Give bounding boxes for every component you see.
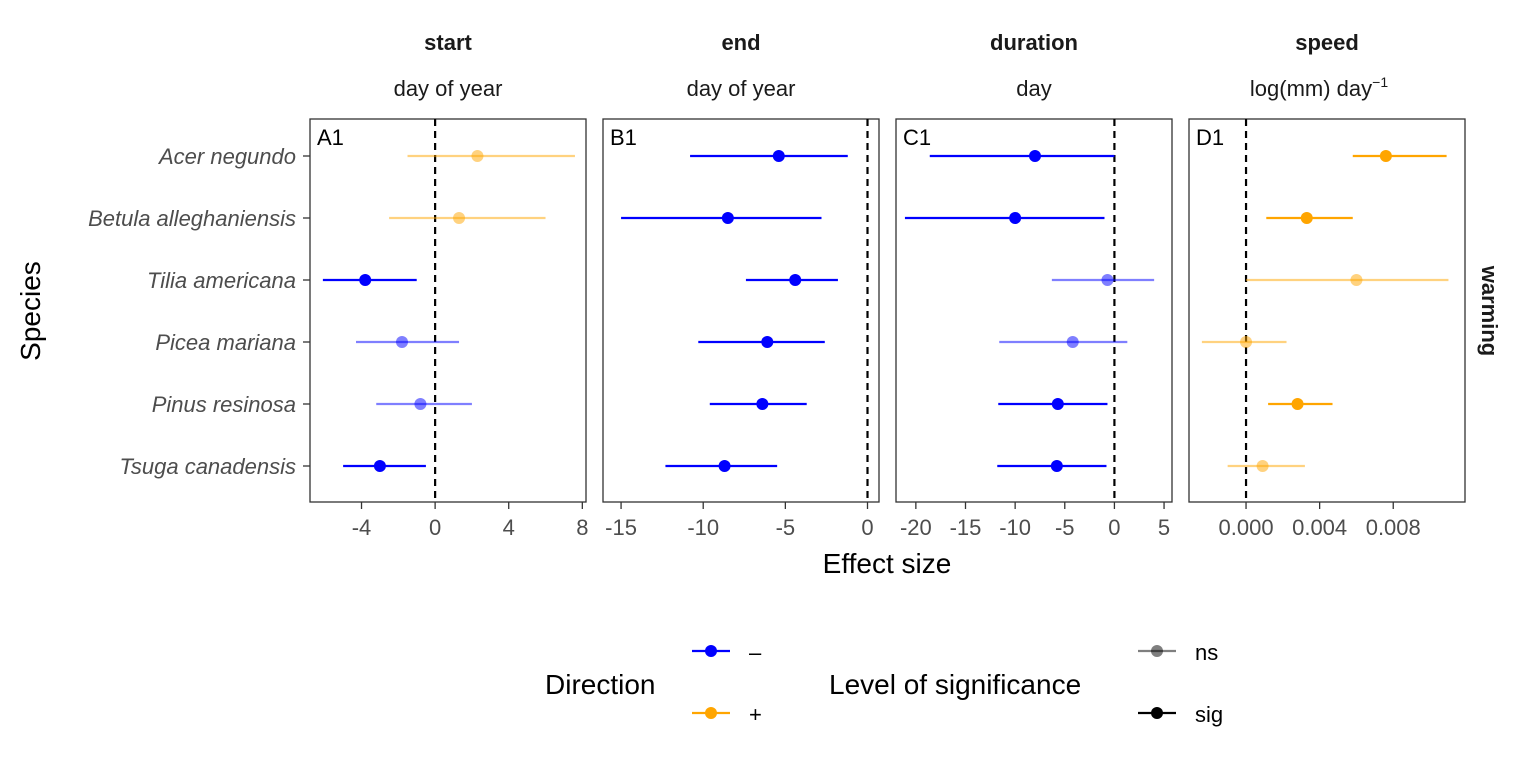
- panel-unit: day of year: [687, 76, 796, 101]
- x-tick-label: -15: [950, 515, 982, 540]
- panel-tag: D1: [1196, 125, 1224, 150]
- panel-border: [1188, 118, 1466, 503]
- point-picea-mariana: [761, 336, 774, 348]
- panel-title: duration: [990, 30, 1078, 55]
- y-tick-label: Acer negundo: [157, 144, 296, 169]
- x-tick-label: 4: [503, 515, 515, 540]
- panel-border: [309, 118, 587, 503]
- legend-significance-label: sig: [1195, 702, 1223, 727]
- legend-direction-label: –: [749, 640, 762, 665]
- point-picea-mariana: [396, 336, 408, 348]
- y-tick-label: Tilia americana: [147, 268, 296, 293]
- panel-start: start day of year A1 -4 0 4 8: [309, 30, 588, 540]
- panel-tag: C1: [903, 125, 931, 150]
- panel-tag: B1: [610, 125, 637, 150]
- y-tick-label: Pinus resinosa: [152, 392, 296, 417]
- x-tick-label: -20: [900, 515, 932, 540]
- legend-direction-key-point: [705, 645, 717, 657]
- panel-title: end: [721, 30, 760, 55]
- panel-unit: day: [1016, 76, 1051, 101]
- y-tick-label: Picea mariana: [155, 330, 296, 355]
- panel-unit-superscript: −1: [1372, 74, 1388, 90]
- legend-direction-label: +: [749, 702, 762, 727]
- legend-significance-key-point: [1151, 707, 1163, 719]
- point-pinus-resinosa: [1051, 398, 1064, 410]
- point-picea-mariana: [1066, 336, 1079, 348]
- x-tick-label: 0: [861, 515, 873, 540]
- panel-title: speed: [1295, 30, 1359, 55]
- panel-end: end day of year B1 -15 -10 -5 0: [602, 30, 880, 540]
- point-acer-negundo: [1379, 150, 1392, 162]
- point-betula-alleghaniensis: [1009, 212, 1022, 224]
- panel-duration: duration day C1 -20 -15 -10 -5 0 5: [895, 30, 1173, 540]
- point-betula-alleghaniensis: [453, 212, 466, 224]
- y-tick-label: Tsuga canadensis: [119, 454, 296, 479]
- point-pinus-resinosa: [756, 398, 769, 410]
- x-tick-label: -5: [776, 515, 796, 540]
- y-axis-title: Species: [15, 261, 46, 361]
- x-tick-label: -15: [605, 515, 637, 540]
- point-tsuga-canadensis: [1256, 460, 1269, 472]
- point-tsuga-canadensis: [718, 460, 731, 472]
- point-betula-alleghaniensis: [1300, 212, 1313, 224]
- x-tick-label: 0.000: [1219, 515, 1274, 540]
- legend: Direction – + Level of significance ns sig: [545, 640, 1223, 727]
- panel-unit: log(mm) day−1: [1250, 74, 1388, 101]
- panel-unit-main: log(mm) day: [1250, 76, 1372, 101]
- panel-border: [602, 118, 880, 503]
- legend-significance-key-point: [1151, 645, 1163, 657]
- point-betula-alleghaniensis: [721, 212, 734, 224]
- x-tick-label: 5: [1158, 515, 1170, 540]
- legend-significance-title: Level of significance: [829, 669, 1081, 700]
- panels-group: Acer negundo Betula alleghaniensis Tilia a…: [88, 30, 1466, 540]
- x-tick-label: 0: [1108, 515, 1120, 540]
- x-tick-label: 0.004: [1292, 515, 1347, 540]
- point-acer-negundo: [471, 150, 484, 162]
- point-acer-negundo: [772, 150, 785, 162]
- row-strip-label: warming: [1477, 265, 1502, 356]
- point-pinus-resinosa: [1291, 398, 1304, 410]
- panel-title: start: [424, 30, 472, 55]
- x-tick-label: -10: [999, 515, 1031, 540]
- x-tick-label: -5: [1055, 515, 1075, 540]
- legend-significance-label: ns: [1195, 640, 1218, 665]
- y-tick-label: Betula alleghaniensis: [88, 206, 296, 231]
- legend-direction-title: Direction: [545, 669, 655, 700]
- x-tick-label: -4: [352, 515, 372, 540]
- point-tilia-americana: [359, 274, 372, 286]
- panel-unit: day of year: [394, 76, 503, 101]
- x-tick-label: 0: [429, 515, 441, 540]
- point-tsuga-canadensis: [373, 460, 386, 472]
- legend-direction-key-point: [705, 707, 717, 719]
- point-pinus-resinosa: [414, 398, 427, 410]
- point-tilia-americana: [789, 274, 802, 286]
- panel-tag: A1: [317, 125, 344, 150]
- x-tick-label: 8: [576, 515, 588, 540]
- point-tilia-americana: [1350, 274, 1363, 286]
- x-tick-label: 0.008: [1366, 515, 1421, 540]
- point-tilia-americana: [1101, 274, 1114, 286]
- point-tsuga-canadensis: [1050, 460, 1063, 472]
- x-tick-label: -10: [687, 515, 719, 540]
- panel-speed: speed log(mm) day−1 D1 0.000 0.004 0.008: [1188, 30, 1466, 540]
- x-axis-title: Effect size: [823, 548, 952, 579]
- point-acer-negundo: [1028, 150, 1041, 162]
- panel-border: [895, 118, 1173, 503]
- point-picea-mariana: [1240, 336, 1253, 348]
